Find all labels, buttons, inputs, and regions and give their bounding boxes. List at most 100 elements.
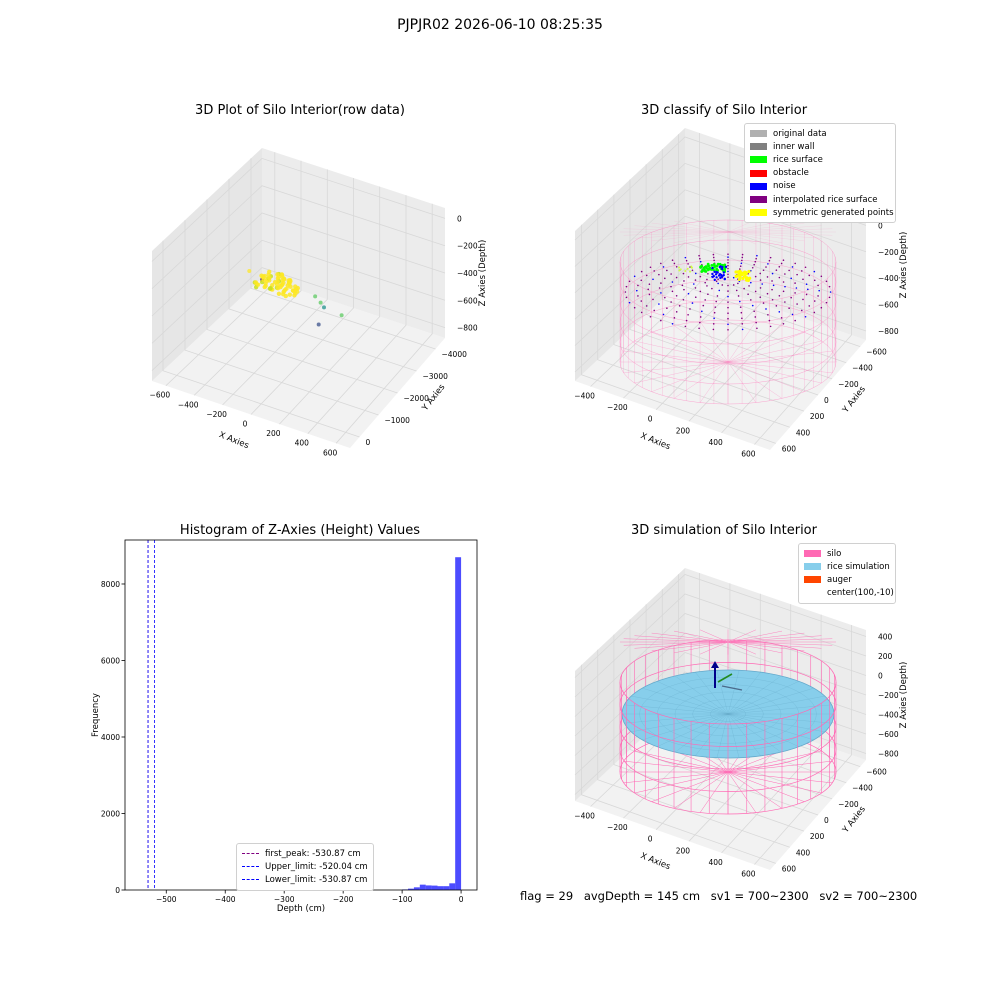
interpolated-surface-point: [817, 295, 819, 297]
interpolated-surface-point: [741, 317, 743, 320]
rice-surface-mesh-line: [727, 713, 799, 747]
raw-data-point: [313, 294, 318, 299]
interpolated-surface-point: [750, 299, 752, 301]
interpolated-surface-point: [817, 284, 819, 287]
raw-data-point: [316, 322, 321, 327]
interpolated-surface-point: [759, 287, 762, 289]
interpolated-surface-point: [784, 273, 786, 275]
silo-floor-spoke: [727, 361, 805, 392]
classify-legend-item: rice surface: [750, 153, 890, 166]
silo-roof-spoke: [727, 641, 833, 646]
silo-roof-spoke: [727, 228, 833, 233]
raw-xtick: 400: [295, 439, 310, 448]
interpolated-surface-point: [741, 259, 743, 262]
interpolated-surface-point: [782, 322, 785, 325]
interpolated-surface-point: [713, 259, 715, 262]
noise-point: [713, 270, 716, 274]
silo-roof-spoke: [727, 225, 822, 233]
raw-ytick: −2000: [404, 394, 430, 403]
silo-floor-spoke: [623, 760, 729, 773]
interpolated-surface-point: [691, 269, 694, 272]
interpolated-surface-point: [660, 282, 662, 284]
interpolated-surface-point: [699, 316, 702, 318]
cls-xtick: −200: [607, 403, 628, 412]
cls-ztick: 0: [878, 221, 883, 230]
interpolated-surface-point: [771, 272, 774, 275]
rice-surface-mesh-line: [657, 713, 729, 747]
silo-floor-spoke: [727, 771, 822, 794]
raw-data-point: [287, 292, 293, 297]
histogram-xtick-label: −300: [274, 895, 295, 904]
interpolated-surface-point: [666, 269, 668, 272]
interpolated-surface-point: [699, 275, 702, 278]
symmetric-generated-point: [743, 274, 747, 278]
silo-floor-spoke: [727, 325, 783, 363]
raw-xgrid: [279, 186, 381, 425]
simulation-legend-swatch: [804, 563, 821, 571]
interpolated-surface-point: [662, 266, 665, 268]
interpolated-surface-point: [795, 287, 798, 289]
sim-ztick: −200: [878, 691, 899, 700]
raw-xgrid: [193, 160, 302, 396]
sim-ztick: −600: [878, 730, 899, 739]
classify-legend-label: noise: [773, 181, 796, 192]
interpolated-surface-point: [716, 295, 719, 297]
interpolated-surface-point: [740, 262, 743, 265]
raw-ygrid: [162, 240, 360, 438]
sim-ztick: 0: [878, 672, 883, 681]
histogram-ytick-label: 0: [115, 886, 120, 895]
raw-data-point: [276, 291, 282, 296]
raw-data-point: [260, 274, 266, 280]
interpolated-surface-point: [706, 285, 708, 287]
interpolated-surface-point: [727, 329, 729, 331]
original-data-point: [678, 266, 681, 269]
sim-zgrid: [574, 574, 867, 678]
interpolated-surface-point: [694, 296, 697, 299]
interpolated-surface-point: [640, 311, 643, 314]
noise-point: [720, 267, 724, 271]
sim-xgrid: [754, 625, 852, 865]
classify-legend-label: obstacle: [773, 168, 809, 179]
silo-roof-spoke: [727, 629, 757, 643]
histogram-xtick-label: −200: [333, 895, 354, 904]
silo-floor-spoke: [727, 771, 833, 784]
silo-floor-spoke: [699, 321, 729, 363]
noise-point: [715, 276, 718, 279]
classify-legend-label: interpolated rice surface: [773, 194, 878, 205]
histogram-bar: [437, 886, 444, 890]
interpolated-surface-point: [813, 311, 816, 314]
rice-surface-mesh-line: [674, 675, 729, 715]
interpolated-surface-point: [704, 299, 706, 301]
raw-ygrid: [228, 178, 417, 372]
silo-roof-spoke: [727, 231, 805, 242]
interpolated-surface-point: [750, 281, 752, 284]
interpolated-surface-point: [653, 270, 656, 272]
raw-data-point: [339, 313, 344, 318]
silo-roof-spoke: [623, 638, 729, 643]
rice-surface-mesh-line: [631, 713, 729, 733]
sim-zgrid: [574, 613, 867, 717]
symmetric-generated-point: [738, 269, 742, 273]
interpolated-surface-point: [768, 259, 771, 262]
cls-zgrid: [574, 215, 867, 320]
sim-ztick: 400: [878, 633, 893, 642]
interpolated-surface-point: [820, 306, 823, 309]
interpolated-surface-point: [727, 295, 729, 298]
classify-legend-label: inner wall: [773, 141, 815, 152]
interpolated-surface-point: [802, 278, 804, 281]
interpolated-surface-point: [775, 305, 778, 307]
rice-surface-point: [715, 267, 719, 271]
interpolated-surface-point: [802, 298, 804, 301]
silo-floor-spoke: [727, 332, 805, 363]
cls-ygrid: [613, 194, 805, 412]
sim-ytick: 0: [824, 816, 829, 825]
rice-surface-mesh-line: [727, 713, 761, 756]
classify-legend-item: original data: [750, 127, 890, 140]
histogram-legend-label: Lower_limit: -530.87 cm: [265, 874, 368, 885]
interpolated-surface-point: [727, 264, 729, 267]
interpolated-surface-point: [732, 276, 735, 279]
rice-surface-point: [710, 263, 714, 267]
interpolated-surface-point: [645, 274, 648, 277]
interpolated-surface-point: [727, 306, 729, 309]
